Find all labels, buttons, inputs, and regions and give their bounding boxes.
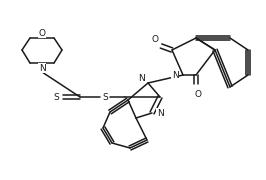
Text: N: N [138, 73, 144, 82]
Text: N: N [172, 71, 178, 80]
Text: S: S [102, 93, 108, 102]
Text: O: O [194, 89, 202, 98]
Text: O: O [39, 28, 45, 37]
Text: O: O [152, 35, 159, 44]
Text: S: S [53, 93, 59, 102]
Text: N: N [39, 64, 45, 73]
Text: N: N [157, 109, 163, 118]
